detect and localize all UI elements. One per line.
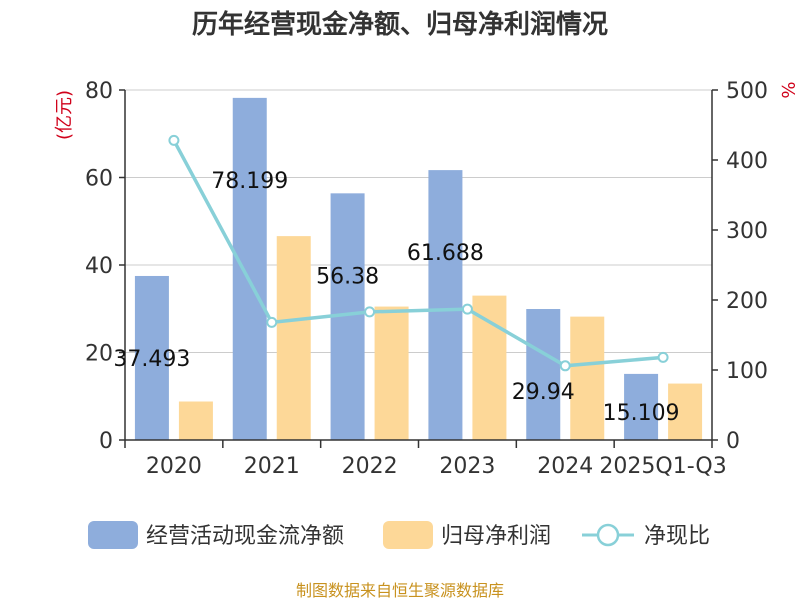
legend-swatch: [383, 521, 433, 549]
cash-flow-data-label: 15.109: [603, 401, 680, 426]
ratio-point: [657, 351, 669, 363]
right-tick-label: 400: [726, 149, 768, 174]
bar-net-profit: [472, 295, 507, 440]
bar-net-profit: [570, 316, 605, 440]
x-tick-label: 2022: [342, 454, 398, 479]
ratio-point: [364, 306, 376, 318]
ratio-point: [559, 360, 571, 372]
bar-net-profit: [374, 306, 409, 440]
right-axis-unit: %: [777, 81, 798, 98]
right-tick-label: 100: [726, 359, 768, 384]
grid-lines: [125, 89, 712, 353]
bar-cash-flow: [624, 373, 659, 440]
bars: [134, 97, 703, 441]
data-labels: 37.493 78.199 56.38 61.688 29.94 15.109: [113, 169, 679, 426]
legend-label: 经营活动现金流净额: [146, 524, 344, 549]
left-tick-label: 60: [85, 167, 113, 192]
legend-label: 归母净利润: [441, 524, 551, 549]
bar-net-profit: [668, 383, 703, 440]
legend-swatch: [88, 521, 138, 549]
ratio-polyline: [172, 139, 664, 368]
legend-marker: [596, 523, 620, 547]
right-tick-label: 0: [726, 429, 740, 454]
legend-label: 净现比: [644, 524, 710, 549]
x-tick-label: 2025Q1-Q3: [599, 454, 726, 479]
ratio-line: [168, 134, 669, 372]
right-tick-label: 300: [726, 219, 768, 244]
chart-title: 历年经营现金净额、归母净利润情况: [192, 9, 608, 40]
ratio-point: [168, 134, 180, 146]
axes: 0 20 40 60 80 0 100 200 300 400 500 2020 2021 2022 202…: [85, 79, 768, 479]
cash-flow-data-label: 29.94: [512, 380, 575, 405]
cash-flow-data-label: 37.493: [113, 347, 190, 372]
ratio-point: [461, 303, 473, 315]
bar-net-profit: [178, 401, 213, 440]
left-tick-label: 20: [85, 342, 113, 367]
bar-cash-flow: [428, 170, 463, 441]
left-axis-unit: (亿元): [54, 90, 75, 140]
x-tick-label: 2023: [439, 454, 495, 479]
bar-cash-flow: [232, 97, 267, 441]
x-tick-label: 2021: [244, 454, 300, 479]
bar-cash-flow: [526, 309, 561, 440]
cash-flow-data-label: 56.38: [316, 264, 379, 289]
x-tick-label: 2020: [146, 454, 202, 479]
ratio-point: [266, 316, 278, 328]
cash-flow-data-label: 78.199: [211, 169, 288, 194]
left-tick-label: 40: [85, 254, 113, 279]
source-note: 制图数据来自恒生聚源数据库: [296, 581, 504, 600]
left-tick-label: 80: [85, 79, 113, 104]
cash-flow-data-label: 61.688: [407, 241, 484, 266]
right-tick-label: 200: [726, 289, 768, 314]
left-tick-label: 0: [99, 429, 113, 454]
legend: 经营活动现金流净额 归母净利润 净现比: [88, 521, 710, 549]
bar-cash-flow: [134, 275, 169, 440]
right-tick-label: 500: [726, 79, 768, 104]
bar-net-profit: [276, 236, 311, 440]
x-tick-label: 2024: [537, 454, 593, 479]
